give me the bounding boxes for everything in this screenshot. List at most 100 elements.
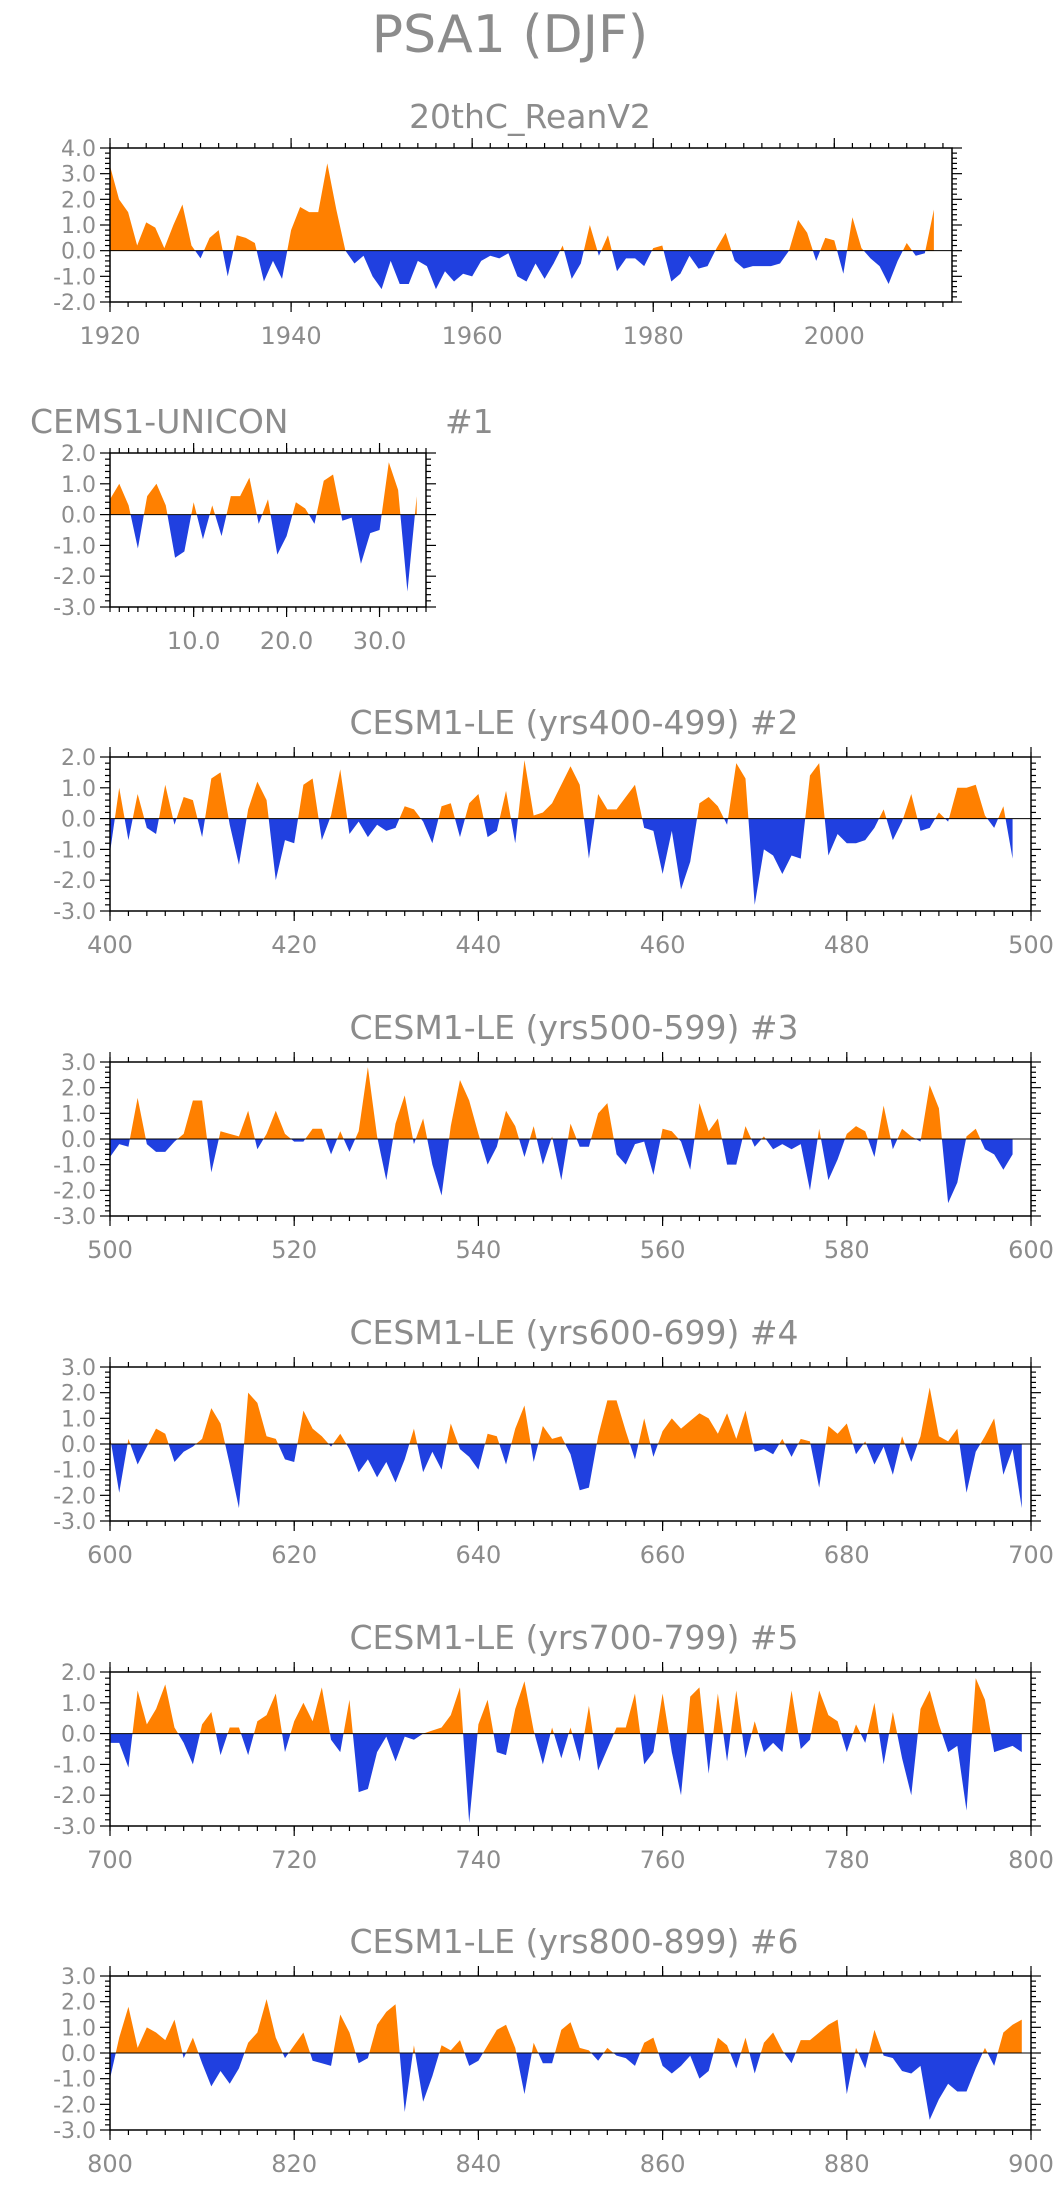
chart-panel: CESM1-LE (yrs500-599) #3 3.02.01.00.0-1.0… bbox=[53, 1008, 1054, 1264]
x-tick-label: 660 bbox=[640, 1541, 686, 1569]
x-tick-label: 480 bbox=[824, 931, 870, 959]
x-tick-label: 420 bbox=[271, 931, 317, 959]
x-tick-label: 840 bbox=[455, 2150, 501, 2178]
y-tick-label: -2.0 bbox=[53, 869, 96, 894]
x-tick-label: 2000 bbox=[804, 322, 865, 350]
y-tick-label: 3.0 bbox=[61, 1051, 96, 1076]
negative-area bbox=[110, 2053, 1022, 2120]
negative-area bbox=[110, 1733, 1022, 1823]
y-tick-label: 0.0 bbox=[61, 1128, 96, 1153]
x-tick-label: 460 bbox=[640, 931, 686, 959]
x-tick-label: 600 bbox=[87, 1541, 133, 1569]
chart-title: CESM1-LE (yrs500-599) #3 bbox=[350, 1008, 799, 1047]
chart-title: 20thC_ReanV2 bbox=[409, 97, 651, 136]
x-tick-label: 1940 bbox=[261, 322, 322, 350]
y-tick-label: 1.0 bbox=[61, 1102, 96, 1127]
x-tick-label: 620 bbox=[271, 1541, 317, 1569]
data-point bbox=[1012, 858, 1013, 859]
chart-panel: CESM1-LE (yrs400-499) #2 2.0 1.0 0.0 -1.0 -2.… bbox=[53, 703, 1054, 959]
y-tick-label: 0.0 bbox=[61, 2042, 96, 2067]
y-tick-label: 1.0 bbox=[61, 777, 96, 802]
y-tick-label: 1.0 bbox=[61, 214, 96, 239]
y-tick-label: -3.0 bbox=[53, 1510, 96, 1535]
y-tick-label: 1.0 bbox=[61, 1407, 96, 1432]
x-tick-label: 10.0 bbox=[167, 627, 220, 655]
y-tick-label: -2.0 bbox=[53, 1179, 96, 1204]
x-tick-label: 500 bbox=[1008, 931, 1054, 959]
x-tick-label: 400 bbox=[87, 931, 133, 959]
y-tick-label: -1.0 bbox=[53, 838, 96, 863]
positive-area bbox=[110, 1999, 1022, 2053]
x-tick-label: 900 bbox=[1008, 2150, 1054, 2178]
negative-area bbox=[110, 250, 934, 290]
x-tick-label: 580 bbox=[824, 1236, 870, 1264]
negative-area bbox=[110, 514, 417, 592]
positive-area bbox=[110, 1067, 1013, 1139]
y-tick-label: -1.0 bbox=[53, 1753, 96, 1778]
chart-panel: CESM1-LE (yrs600-699) #4 3.02.01.00.0-1.0… bbox=[53, 1313, 1054, 1569]
x-tick-label: 700 bbox=[1008, 1541, 1054, 1569]
x-tick-label: 760 bbox=[640, 1846, 686, 1874]
y-tick-label: 0.0 bbox=[61, 240, 96, 265]
y-tick-label: 2.0 bbox=[61, 1661, 96, 1686]
x-tick-label: 800 bbox=[87, 2150, 133, 2178]
x-tick-label: 780 bbox=[824, 1846, 870, 1874]
y-tick-label: -3.0 bbox=[53, 1815, 96, 1840]
chart-title: CEMS1-UNICON bbox=[30, 402, 289, 441]
y-tick-label: 1.0 bbox=[61, 2016, 96, 2041]
chart-panel: 20thC_ReanV2 4.03.02.01.00.0-1.0-2.0 1920 1… bbox=[53, 97, 962, 350]
negative-area bbox=[110, 1139, 1013, 1204]
chart-title: CESM1-LE (yrs600-699) #4 bbox=[350, 1313, 799, 1352]
y-tick-label: -3.0 bbox=[53, 596, 96, 621]
y-tick-label: 2.0 bbox=[61, 442, 96, 467]
y-tick-label: 0.0 bbox=[61, 1723, 96, 1748]
y-tick-label: -2.0 bbox=[53, 291, 96, 316]
y-tick-label: -1.0 bbox=[53, 2068, 96, 2093]
x-tick-label: 720 bbox=[271, 1846, 317, 1874]
y-tick-label: 3.0 bbox=[61, 163, 96, 188]
y-tick-label: 1.0 bbox=[61, 1692, 96, 1717]
y-tick-label: 3.0 bbox=[61, 1965, 96, 1990]
chart-title: CESM1-LE (yrs700-799) #5 bbox=[350, 1618, 799, 1657]
x-tick-label: 540 bbox=[455, 1236, 501, 1264]
positive-area bbox=[110, 163, 934, 251]
y-tick-label: 2.0 bbox=[61, 1077, 96, 1102]
negative-area bbox=[110, 818, 1013, 905]
y-tick-label: 4.0 bbox=[61, 137, 96, 162]
x-tick-label: 820 bbox=[271, 2150, 317, 2178]
chart-run-label: #1 bbox=[445, 402, 494, 441]
x-tick-label: 560 bbox=[640, 1236, 686, 1264]
y-tick-label: 2.0 bbox=[61, 1382, 96, 1407]
y-tick-label: 2.0 bbox=[61, 746, 96, 771]
x-tick-label: 1920 bbox=[79, 322, 140, 350]
y-tick-label: -2.0 bbox=[53, 565, 96, 590]
y-tick-label: -3.0 bbox=[53, 1205, 96, 1230]
plot-frame bbox=[109, 147, 953, 303]
x-tick-label: 640 bbox=[455, 1541, 501, 1569]
y-tick-label: 1.0 bbox=[61, 473, 96, 498]
negative-area bbox=[110, 1444, 1022, 1509]
positive-area bbox=[110, 760, 1013, 819]
y-tick-label: 0.0 bbox=[61, 808, 96, 833]
chart-title: CESM1-LE (yrs400-499) #2 bbox=[350, 703, 799, 742]
y-tick-label: 0.0 bbox=[61, 1433, 96, 1458]
x-tick-label: 700 bbox=[87, 1846, 133, 1874]
chart-panel: CESM1-LE (yrs700-799) #5 2.0 1.0 0.0 -1.0 -2.… bbox=[53, 1618, 1054, 1874]
y-tick-label: -3.0 bbox=[53, 2119, 96, 2144]
y-tick-label: -3.0 bbox=[53, 900, 96, 925]
positive-area bbox=[110, 462, 417, 515]
y-tick-label: -1.0 bbox=[53, 1459, 96, 1484]
x-tick-label: 1960 bbox=[442, 322, 503, 350]
x-tick-label: 860 bbox=[640, 2150, 686, 2178]
x-tick-label: 500 bbox=[87, 1236, 133, 1264]
x-tick-label: 600 bbox=[1008, 1236, 1054, 1264]
x-tick-label: 800 bbox=[1008, 1846, 1054, 1874]
x-tick-label: 740 bbox=[455, 1846, 501, 1874]
x-tick-label: 520 bbox=[271, 1236, 317, 1264]
y-tick-label: -1.0 bbox=[53, 265, 96, 290]
x-tick-label: 20.0 bbox=[260, 627, 313, 655]
chart-panel: CEMS1-UNICON #1 2.0 1.0 0.0 -1.0 -2.0 -3.0 10.0 2… bbox=[30, 402, 494, 655]
positive-area bbox=[110, 1387, 1022, 1444]
y-tick-label: -2.0 bbox=[53, 1484, 96, 1509]
